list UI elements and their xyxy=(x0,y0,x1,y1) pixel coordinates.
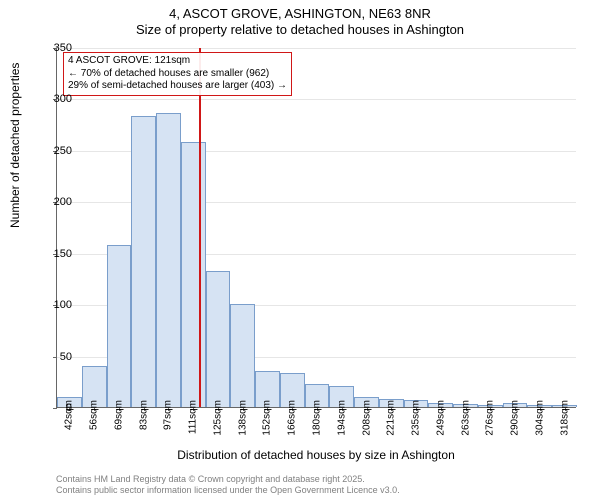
annotation-box: 4 ASCOT GROVE: 121sqm ← 70% of detached … xyxy=(63,52,292,96)
xtick-label: 56sqm xyxy=(89,400,100,430)
chart-title-line2: Size of property relative to detached ho… xyxy=(0,22,600,37)
xtick-label: 125sqm xyxy=(212,400,223,436)
histogram-bar xyxy=(230,304,255,407)
xtick-label: 138sqm xyxy=(237,400,248,436)
xtick-label: 69sqm xyxy=(113,400,124,430)
xtick-label: 166sqm xyxy=(287,400,298,436)
xtick-label: 97sqm xyxy=(163,400,174,430)
x-axis-label: Distribution of detached houses by size … xyxy=(56,448,576,462)
ytick-label: 100 xyxy=(32,299,72,311)
ytick-label: 150 xyxy=(32,248,72,260)
histogram-bar xyxy=(107,245,132,408)
xtick-label: 276sqm xyxy=(485,400,496,436)
footer-line: Contains HM Land Registry data © Crown c… xyxy=(56,474,400,485)
histogram-bar xyxy=(156,113,181,407)
histogram-bar xyxy=(181,142,206,407)
xtick-label: 235sqm xyxy=(411,400,422,436)
xtick-label: 221sqm xyxy=(386,400,397,436)
ytick-label: 200 xyxy=(32,196,72,208)
ytick-label: 50 xyxy=(32,351,72,363)
footer-line: Contains public sector information licen… xyxy=(56,485,400,496)
chart-container: 4, ASCOT GROVE, ASHINGTON, NE63 8NR Size… xyxy=(0,0,600,500)
ytick-label: 300 xyxy=(32,93,72,105)
xtick-label: 263sqm xyxy=(460,400,471,436)
xtick-label: 318sqm xyxy=(559,400,570,436)
xtick-label: 194sqm xyxy=(336,400,347,436)
xtick-label: 290sqm xyxy=(510,400,521,436)
xtick-label: 111sqm xyxy=(188,400,199,434)
annotation-line: 29% of semi-detached houses are larger (… xyxy=(68,80,287,93)
xtick-label: 152sqm xyxy=(262,400,273,436)
reference-line xyxy=(199,48,201,407)
footer-attribution: Contains HM Land Registry data © Crown c… xyxy=(56,474,400,496)
xtick-label: 304sqm xyxy=(534,400,545,436)
chart-title-line1: 4, ASCOT GROVE, ASHINGTON, NE63 8NR xyxy=(0,6,600,21)
annotation-line: ← 70% of detached houses are smaller (96… xyxy=(68,68,287,81)
ytick-label: 250 xyxy=(32,145,72,157)
xtick-label: 208sqm xyxy=(361,400,372,436)
histogram-bar xyxy=(131,116,156,407)
gridline xyxy=(57,48,576,49)
xtick-label: 180sqm xyxy=(312,400,323,436)
xtick-label: 249sqm xyxy=(435,400,446,436)
ytick-label: 0 xyxy=(32,402,72,414)
annotation-line: 4 ASCOT GROVE: 121sqm xyxy=(68,55,287,68)
histogram-bar xyxy=(206,271,231,407)
plot-area: 42sqm56sqm69sqm83sqm97sqm111sqm125sqm138… xyxy=(56,48,576,408)
gridline xyxy=(57,99,576,100)
xtick-label: 83sqm xyxy=(138,400,149,430)
y-axis-label: Number of detached properties xyxy=(8,63,22,228)
ytick-label: 350 xyxy=(32,42,72,54)
